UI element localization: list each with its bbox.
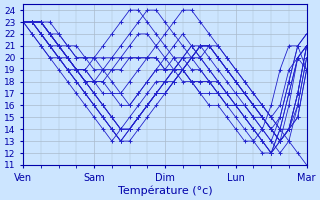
X-axis label: Température (°c): Température (°c): [118, 185, 212, 196]
